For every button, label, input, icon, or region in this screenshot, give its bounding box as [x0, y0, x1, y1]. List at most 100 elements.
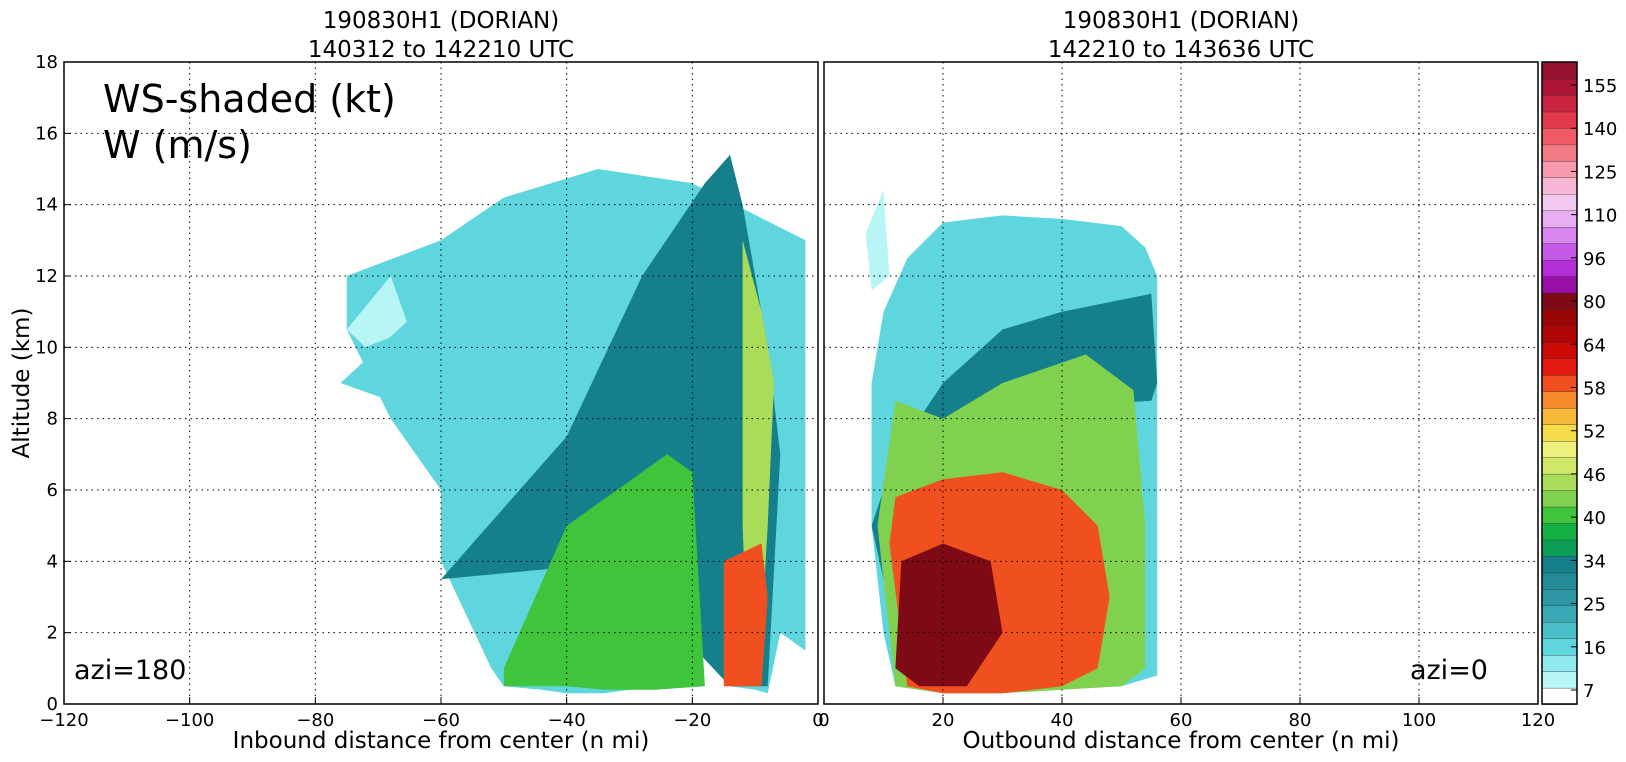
inbound-title-line2: 140312 to 142210 UTC — [308, 37, 574, 63]
colorbar-block — [1541, 522, 1578, 541]
colorbar-label: 25 — [1583, 595, 1606, 616]
outbound-x-tick-label: 0 — [818, 710, 829, 731]
outbound-grid — [824, 62, 1538, 704]
colorbar-blocks — [1541, 61, 1578, 705]
legend-ws-shaded: WS-shaded (kt) — [103, 77, 396, 121]
colorbar-block — [1541, 374, 1578, 393]
colorbar-block — [1541, 259, 1578, 277]
colorbar-label: 52 — [1583, 422, 1606, 443]
altitude-y-tick-label: 12 — [35, 266, 58, 287]
colorbar-block — [1541, 94, 1578, 113]
outbound-shaded-region-4 — [895, 543, 1003, 687]
colorbar-block — [1541, 127, 1578, 146]
altitude-y-tick-label: 16 — [35, 123, 58, 144]
colorbar-block — [1541, 506, 1578, 524]
colorbar-label: 155 — [1583, 76, 1617, 97]
altitude-y-tick-label: 0 — [47, 694, 58, 715]
inbound-x-tick-label: −60 — [422, 710, 460, 731]
colorbar-label: 96 — [1583, 249, 1606, 270]
colorbar-block — [1541, 621, 1578, 639]
colorbar-label: 34 — [1583, 551, 1606, 572]
outbound-title-line1: 190830H1 (DORIAN) — [1063, 8, 1300, 34]
colorbar-label: 140 — [1583, 119, 1617, 140]
wind-speed-colorbar: 7 16 25 34 40 46 52 58 64 80 96 110 125 140 155 — [1541, 61, 1617, 705]
altitude-y-tick-label: 6 — [47, 480, 58, 501]
colorbar-label: 80 — [1583, 292, 1606, 313]
colorbar-block — [1541, 111, 1578, 129]
colorbar-block — [1541, 308, 1578, 327]
colorbar-block — [1541, 572, 1578, 590]
colorbar-block — [1541, 144, 1578, 162]
altitude-y-axis-label: Altitude (km) — [9, 308, 35, 459]
altitude-y-tick-label: 2 — [47, 623, 58, 644]
outbound-x-axis-label: Outbound distance from center (n mi) — [963, 728, 1400, 754]
colorbar-block — [1541, 193, 1578, 211]
colorbar-label: 110 — [1583, 206, 1617, 227]
outbound-x-tick-label: 100 — [1402, 710, 1436, 731]
inbound-grid — [64, 62, 818, 704]
colorbar-block — [1541, 209, 1578, 228]
legend-w-contours: W (m/s) — [103, 123, 252, 167]
colorbar-frame — [1541, 61, 1578, 705]
outbound-shaded-region-5 — [865, 190, 890, 291]
colorbar-block — [1541, 654, 1578, 672]
inbound-x-tick-label: −20 — [673, 710, 711, 731]
colorbar-block — [1541, 391, 1578, 409]
altitude-y-tick-label: 8 — [47, 409, 58, 430]
colorbar-block — [1541, 423, 1578, 442]
inbound-x-tick-label: −120 — [39, 710, 88, 731]
colorbar-block — [1541, 456, 1578, 475]
inbound-shaded-region-6 — [340, 254, 485, 419]
inbound-shaded-region-4 — [723, 543, 768, 687]
colorbar-label: 40 — [1583, 508, 1606, 529]
colorbar-label: 64 — [1583, 335, 1606, 356]
colorbar-block — [1541, 670, 1578, 689]
inbound-x-tick-label: −40 — [548, 710, 586, 731]
outbound-x-tick-label: 20 — [932, 710, 955, 731]
colorbar-label: 58 — [1583, 379, 1606, 400]
colorbar-block — [1541, 78, 1578, 96]
colorbar-block — [1541, 275, 1578, 294]
outbound-x-tick-label: 80 — [1289, 710, 1312, 731]
inbound-shaded-region-2 — [503, 454, 705, 690]
outbound-x-tick-label: 120 — [1521, 710, 1555, 731]
colorbar-block — [1541, 358, 1578, 376]
outbound-panel: 190830H1 (DORIAN) 142210 to 143636 UTC a… — [818, 8, 1555, 754]
colorbar-block — [1541, 473, 1578, 491]
colorbar-block — [1541, 605, 1578, 623]
colorbar-block — [1541, 177, 1578, 195]
inbound-title-line1: 190830H1 (DORIAN) — [323, 8, 560, 34]
altitude-y-tick-label: 18 — [35, 52, 58, 73]
altitude-y-tick-label: 4 — [47, 551, 58, 572]
colorbar-labels: 7 16 25 34 40 46 52 58 64 80 96 110 125 140 155 — [1571, 76, 1617, 702]
colorbar-block — [1541, 539, 1578, 557]
inbound-x-tick-label: 0 — [812, 710, 823, 731]
colorbar-block — [1541, 407, 1578, 425]
colorbar-label: 16 — [1583, 638, 1606, 659]
outbound-x-tick-label: 60 — [1170, 710, 1193, 731]
inbound-panel: 190830H1 (DORIAN) 140312 to 142210 UTC W… — [9, 8, 824, 754]
inbound-x-ticks: −120 −100 −80 −60 −40 −20 0 — [39, 697, 824, 731]
altitude-y-ticks: 0 2 4 6 8 10 12 14 16 18 — [35, 52, 71, 715]
inbound-wind-shading — [340, 154, 806, 694]
colorbar-block — [1541, 325, 1578, 343]
colorbar-label: 125 — [1583, 162, 1617, 183]
outbound-title-line2: 142210 to 143636 UTC — [1048, 37, 1314, 63]
colorbar-block — [1541, 226, 1578, 244]
colorbar-block — [1541, 440, 1578, 458]
colorbar-block — [1541, 555, 1578, 574]
inbound-x-tick-label: −80 — [296, 710, 334, 731]
altitude-y-tick-label: 10 — [35, 337, 58, 358]
inbound-x-tick-label: −100 — [165, 710, 214, 731]
colorbar-block — [1541, 61, 1578, 80]
colorbar-block — [1541, 160, 1578, 179]
inbound-shaded-region-5 — [346, 276, 410, 348]
outbound-wind-shading — [865, 190, 1158, 694]
colorbar-label: 7 — [1583, 681, 1594, 702]
colorbar-label: 46 — [1583, 465, 1606, 486]
outbound-x-ticks: 0 20 40 60 80 100 120 — [818, 697, 1555, 731]
inbound-x-axis-label: Inbound distance from center (n mi) — [233, 728, 650, 754]
inbound-azimuth-label: azi=180 — [74, 655, 186, 686]
